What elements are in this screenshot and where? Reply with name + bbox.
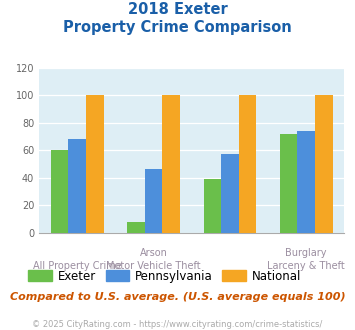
Legend: Exeter, Pennsylvania, National: Exeter, Pennsylvania, National <box>24 265 306 287</box>
Bar <box>239 95 256 233</box>
Text: All Property Crime: All Property Crime <box>33 261 121 271</box>
Bar <box>145 169 162 233</box>
Text: © 2025 CityRating.com - https://www.cityrating.com/crime-statistics/: © 2025 CityRating.com - https://www.city… <box>32 320 323 329</box>
Bar <box>203 179 221 233</box>
Bar <box>315 95 333 233</box>
Bar <box>69 139 86 233</box>
Bar <box>280 134 297 233</box>
Text: Property Crime Comparison: Property Crime Comparison <box>63 20 292 35</box>
Text: Compared to U.S. average. (U.S. average equals 100): Compared to U.S. average. (U.S. average … <box>10 292 345 302</box>
Text: 2018 Exeter: 2018 Exeter <box>128 2 227 16</box>
Bar <box>297 131 315 233</box>
Bar <box>127 222 145 233</box>
Text: Burglary: Burglary <box>285 248 327 257</box>
Bar <box>221 154 239 233</box>
Text: Motor Vehicle Theft: Motor Vehicle Theft <box>106 261 201 271</box>
Text: Larceny & Theft: Larceny & Theft <box>267 261 345 271</box>
Text: Arson: Arson <box>140 248 168 257</box>
Bar <box>86 95 104 233</box>
Bar <box>51 150 69 233</box>
Bar <box>162 95 180 233</box>
